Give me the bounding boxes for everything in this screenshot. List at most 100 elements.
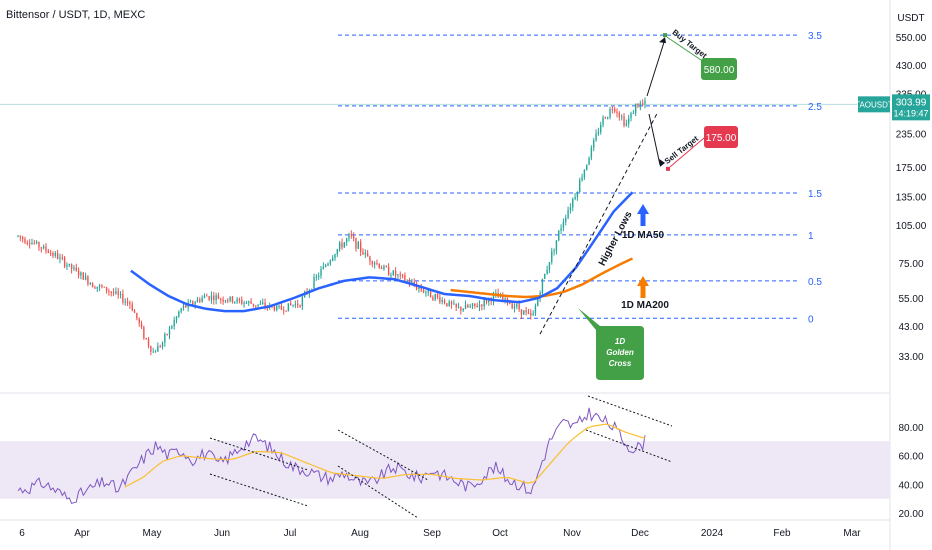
candle-body: [152, 351, 154, 353]
candle-body: [199, 299, 201, 302]
candle-body: [84, 276, 87, 280]
candle-body: [406, 280, 408, 282]
candle-body: [634, 103, 637, 114]
candle-body: [362, 251, 364, 255]
sell-target-label: Sell Target: [663, 134, 701, 166]
candle-body: [639, 103, 642, 107]
candle-body: [380, 268, 383, 270]
candle-body: [222, 299, 224, 302]
candle-body: [98, 285, 101, 287]
candle-body: [101, 285, 103, 287]
candle-body: [623, 116, 625, 126]
sell-target-box: [704, 126, 738, 148]
candle-body: [105, 287, 108, 291]
ma50-line: [130, 191, 634, 313]
candle-body: [297, 303, 299, 306]
candle-body: [588, 157, 590, 165]
candle-body: [299, 305, 301, 307]
fib-level-label: 0: [808, 314, 814, 325]
candle-body: [52, 253, 54, 256]
rsi-tick-label: 60.00: [898, 452, 923, 463]
golden-cross-text: 1D: [615, 337, 625, 346]
buy-target-label: Buy Target: [671, 28, 709, 61]
time-tick-label: Jun: [214, 528, 230, 539]
candle-body: [45, 246, 47, 251]
price-tick-label: 235.00: [896, 130, 927, 141]
sell-arrow-head: [659, 158, 665, 167]
candle-body: [345, 238, 348, 243]
candle-body: [264, 302, 266, 307]
candle-body: [541, 278, 544, 294]
rsi-tick-label: 20.00: [898, 509, 923, 520]
ma200-arrow: [637, 276, 649, 298]
candle-body: [425, 292, 427, 294]
candle-body: [436, 294, 439, 298]
candle-body: [448, 301, 450, 307]
candle-body: [42, 246, 45, 249]
candle-body: [518, 304, 520, 310]
candle-body: [273, 306, 276, 311]
price-tick-label: 55.00: [898, 294, 923, 305]
candle-body: [280, 305, 283, 310]
candle-body: [203, 295, 206, 298]
price-tick-label: 135.00: [896, 192, 927, 203]
candle-body: [159, 346, 161, 348]
candle-body: [604, 117, 607, 119]
candle-body: [527, 312, 530, 314]
candle-body: [61, 257, 63, 259]
candle-body: [460, 306, 462, 311]
fib-level-label: 1: [808, 231, 814, 242]
price-tick-label: 105.00: [896, 221, 927, 232]
candle-body: [224, 300, 227, 302]
candle-body: [532, 313, 534, 316]
candle-body: [478, 304, 481, 308]
candle-body: [366, 252, 369, 257]
time-tick-label: Sep: [423, 528, 441, 539]
candle-body: [641, 103, 644, 105]
candle-body: [138, 318, 140, 324]
candle-body: [520, 309, 523, 315]
countdown: 14:19:47: [893, 108, 928, 118]
fib-level-label: 1.5: [808, 189, 822, 200]
candle-body: [364, 252, 366, 255]
candle-body: [581, 177, 583, 181]
candle-body: [59, 257, 61, 259]
ma200-label: 1D MA200: [621, 300, 669, 311]
candle-body: [644, 100, 646, 104]
price-tick-label: 75.00: [898, 259, 923, 270]
candle-body: [595, 133, 597, 141]
candle-body: [474, 303, 476, 306]
candle-body: [551, 251, 553, 263]
candle-body: [369, 256, 371, 262]
candle-body: [206, 295, 208, 297]
candle-body: [194, 302, 196, 305]
rsi-channel-line: [587, 395, 673, 427]
candle-body: [287, 303, 290, 312]
candle-body: [129, 302, 131, 305]
rsi-tick-label: 40.00: [898, 480, 923, 491]
candle-body: [534, 305, 537, 314]
candle-body: [546, 269, 548, 275]
candle-body: [502, 295, 504, 300]
rsi-channel-line: [209, 437, 309, 471]
candle-body: [338, 242, 341, 250]
candle-body: [33, 242, 36, 244]
candle-body: [614, 109, 616, 112]
rsi-ma-line: [124, 423, 646, 488]
candle-body: [476, 305, 478, 308]
candle-body: [411, 281, 413, 284]
candle-body: [131, 304, 133, 311]
candle-body: [87, 276, 89, 284]
candle-body: [324, 265, 327, 267]
fib-level-label: 2.5: [808, 102, 822, 113]
candle-body: [278, 305, 280, 307]
candle-body: [632, 113, 635, 115]
candle-body: [259, 303, 262, 305]
candle-body: [562, 221, 565, 229]
candle-body: [248, 301, 250, 303]
candle-body: [180, 308, 182, 312]
candle-body: [24, 238, 26, 243]
candle-body: [481, 304, 483, 307]
candle-body: [576, 192, 579, 198]
